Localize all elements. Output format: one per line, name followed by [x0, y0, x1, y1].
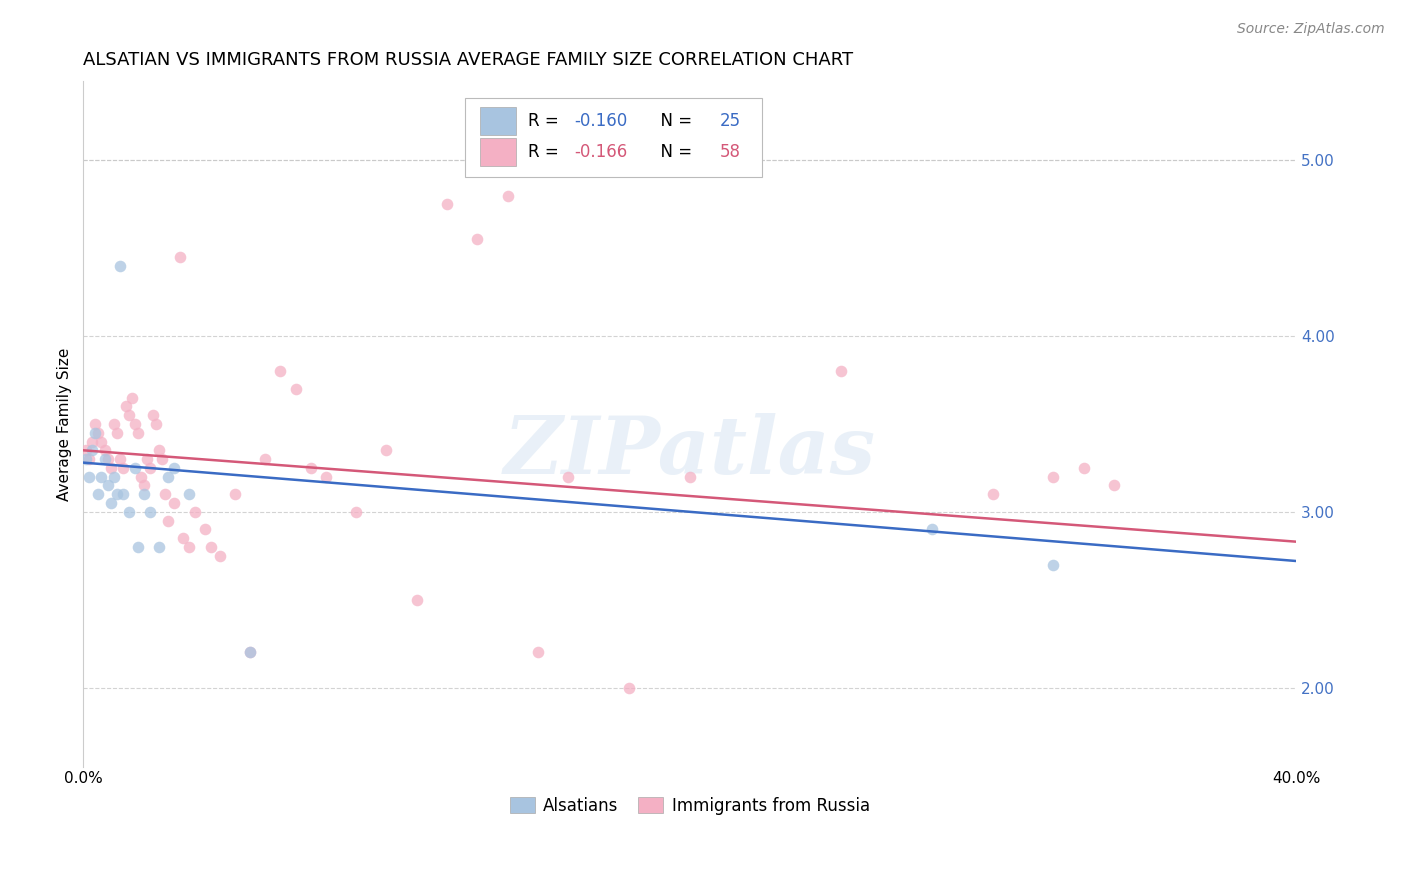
- Point: [315, 469, 337, 483]
- Point: [105, 487, 128, 501]
- Point: [84, 417, 107, 431]
- Text: -0.166: -0.166: [575, 143, 627, 161]
- Point: [82, 443, 104, 458]
- Point: [127, 425, 149, 440]
- Point: [405, 592, 427, 607]
- Point: [284, 382, 307, 396]
- Point: [90, 469, 112, 483]
- Point: [93, 452, 115, 467]
- Point: [921, 522, 943, 536]
- Point: [108, 259, 131, 273]
- Point: [150, 452, 173, 467]
- Point: [100, 461, 122, 475]
- Point: [79, 469, 101, 483]
- Point: [496, 188, 519, 202]
- Text: ZIPatlas: ZIPatlas: [503, 413, 876, 490]
- Point: [100, 496, 122, 510]
- Point: [103, 417, 125, 431]
- Point: [148, 443, 170, 458]
- Text: R =: R =: [529, 112, 564, 130]
- Point: [375, 443, 398, 458]
- Point: [172, 531, 194, 545]
- Point: [239, 645, 262, 659]
- Text: N =: N =: [650, 143, 697, 161]
- FancyBboxPatch shape: [465, 98, 762, 178]
- Point: [1073, 461, 1095, 475]
- Point: [193, 522, 215, 536]
- Point: [153, 487, 176, 501]
- Point: [254, 452, 277, 467]
- Text: ALSATIAN VS IMMIGRANTS FROM RUSSIA AVERAGE FAMILY SIZE CORRELATION CHART: ALSATIAN VS IMMIGRANTS FROM RUSSIA AVERA…: [83, 51, 853, 69]
- Point: [96, 452, 118, 467]
- Point: [111, 461, 134, 475]
- Text: R =: R =: [529, 143, 564, 161]
- Point: [108, 452, 131, 467]
- Point: [90, 434, 112, 449]
- Point: [981, 487, 1004, 501]
- Point: [111, 487, 134, 501]
- Point: [239, 645, 262, 659]
- Point: [124, 461, 146, 475]
- Point: [136, 452, 159, 467]
- Point: [299, 461, 322, 475]
- Point: [1042, 558, 1064, 572]
- Point: [132, 487, 155, 501]
- Point: [75, 443, 97, 458]
- Point: [830, 364, 852, 378]
- Point: [617, 681, 640, 695]
- Point: [557, 469, 579, 483]
- Point: [121, 391, 143, 405]
- Point: [79, 452, 101, 467]
- Point: [527, 645, 550, 659]
- Point: [163, 461, 186, 475]
- Point: [344, 505, 367, 519]
- Point: [467, 232, 489, 246]
- Point: [169, 250, 191, 264]
- Point: [114, 400, 136, 414]
- Point: [157, 469, 180, 483]
- Point: [679, 469, 702, 483]
- Text: Source: ZipAtlas.com: Source: ZipAtlas.com: [1237, 22, 1385, 37]
- Point: [129, 469, 152, 483]
- Point: [269, 364, 291, 378]
- FancyBboxPatch shape: [479, 107, 516, 135]
- Point: [75, 452, 97, 467]
- Point: [184, 505, 207, 519]
- Point: [224, 487, 246, 501]
- Point: [179, 487, 201, 501]
- Point: [208, 549, 231, 563]
- FancyBboxPatch shape: [479, 138, 516, 166]
- Point: [87, 487, 110, 501]
- Point: [148, 540, 170, 554]
- Point: [82, 434, 104, 449]
- Point: [132, 478, 155, 492]
- Point: [1102, 478, 1125, 492]
- Point: [87, 425, 110, 440]
- Point: [163, 496, 186, 510]
- Point: [145, 417, 167, 431]
- Point: [127, 540, 149, 554]
- Point: [124, 417, 146, 431]
- Point: [139, 461, 162, 475]
- Point: [84, 425, 107, 440]
- Point: [200, 540, 222, 554]
- Point: [96, 478, 118, 492]
- Text: 58: 58: [720, 143, 741, 161]
- Point: [139, 505, 162, 519]
- Point: [118, 408, 141, 422]
- Y-axis label: Average Family Size: Average Family Size: [58, 347, 72, 500]
- Text: 25: 25: [720, 112, 741, 130]
- Point: [103, 469, 125, 483]
- Point: [93, 443, 115, 458]
- Point: [118, 505, 141, 519]
- Text: N =: N =: [650, 112, 697, 130]
- Point: [179, 540, 201, 554]
- Legend: Alsatians, Immigrants from Russia: Alsatians, Immigrants from Russia: [502, 789, 879, 823]
- Point: [142, 408, 165, 422]
- Point: [157, 514, 180, 528]
- Text: -0.160: -0.160: [575, 112, 627, 130]
- Point: [436, 197, 458, 211]
- Point: [1042, 469, 1064, 483]
- Point: [105, 425, 128, 440]
